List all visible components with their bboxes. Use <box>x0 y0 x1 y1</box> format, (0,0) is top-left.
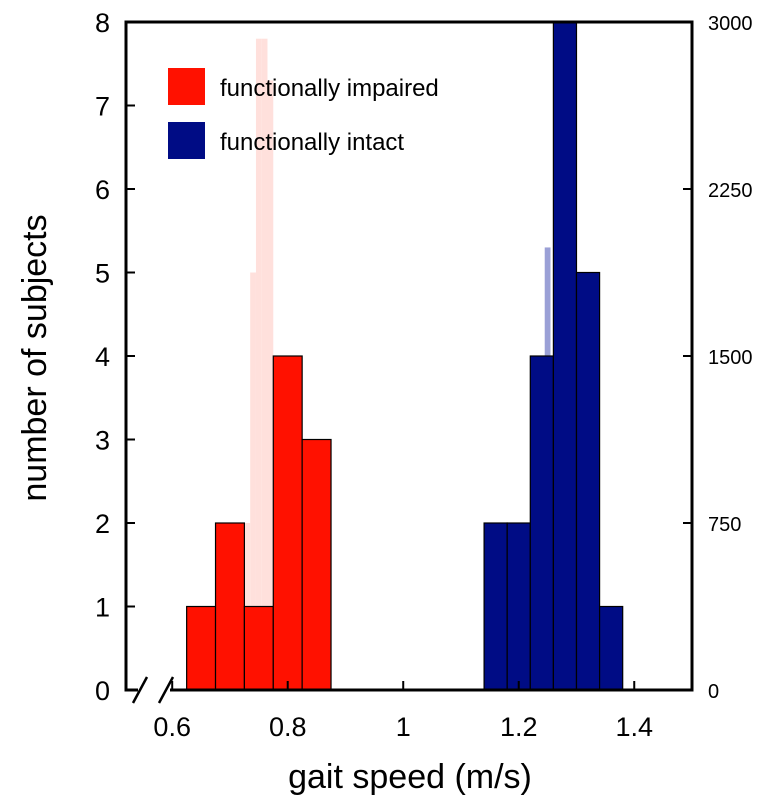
histogram-bars <box>186 21 624 691</box>
bar-0-4 <box>301 438 332 691</box>
bar-1-4 <box>575 271 601 691</box>
bar-0-2 <box>243 605 274 691</box>
y-tick-label: 4 <box>95 342 110 372</box>
y-right-tick-label: 0 <box>708 681 719 703</box>
y-tick-label: 5 <box>95 259 110 289</box>
y-right-tick-label: 3000 <box>708 13 753 35</box>
legend-label-0: functionally impaired <box>220 75 439 102</box>
bar-1-3 <box>552 21 578 691</box>
axis-break-gap <box>138 682 170 698</box>
y-axis-label: number of subjects <box>16 214 54 501</box>
y-tick-label: 6 <box>95 175 110 205</box>
legend-swatch-1 <box>168 122 205 159</box>
y-right-tick-label: 1500 <box>708 347 753 369</box>
bar-0-0 <box>186 605 217 691</box>
y-tick-label: 7 <box>95 92 110 122</box>
background-bar-0-3 <box>261 38 268 690</box>
axis-break-slash <box>157 676 175 704</box>
x-axis-label: gait speed (m/s) <box>288 758 532 796</box>
x-tick-label: 1.4 <box>615 712 653 742</box>
bar-1-1 <box>506 522 531 691</box>
plot-frame <box>124 20 694 692</box>
background-bar-0-4 <box>267 80 274 690</box>
background-bar-0-1 <box>250 272 256 690</box>
background-bar-0-2 <box>255 38 262 690</box>
bar-0-3 <box>272 355 303 691</box>
y-tick-label: 3 <box>95 426 110 456</box>
bar-1-0 <box>483 522 508 691</box>
bar-0-1 <box>214 522 245 691</box>
y-tick-label: 0 <box>95 676 110 706</box>
y-tick-label: 1 <box>95 593 110 623</box>
y-right-tick-label: 750 <box>708 514 741 536</box>
bar-1-2 <box>529 355 554 691</box>
y-right-tick-label: 2250 <box>708 180 753 202</box>
x-tick-label: 0.8 <box>269 712 307 742</box>
axes: 0 1 2 3 4 5 6 7 8 0 750 1500 2250 3000 0.6 0.8 1 1.2 1.4 <box>95 8 753 742</box>
y-tick-label: 8 <box>95 8 110 38</box>
legend: functionally impaired functionally intact <box>168 68 439 159</box>
legend-swatch-0 <box>168 68 205 105</box>
x-tick-label: 0.6 <box>153 712 191 742</box>
x-tick-label: 1.2 <box>500 712 538 742</box>
legend-label-1: functionally intact <box>220 129 404 156</box>
axis-break-slash <box>131 676 149 704</box>
x-tick-label: 1 <box>396 712 411 742</box>
bar-1-5 <box>598 605 624 691</box>
y-tick-label: 2 <box>95 509 110 539</box>
